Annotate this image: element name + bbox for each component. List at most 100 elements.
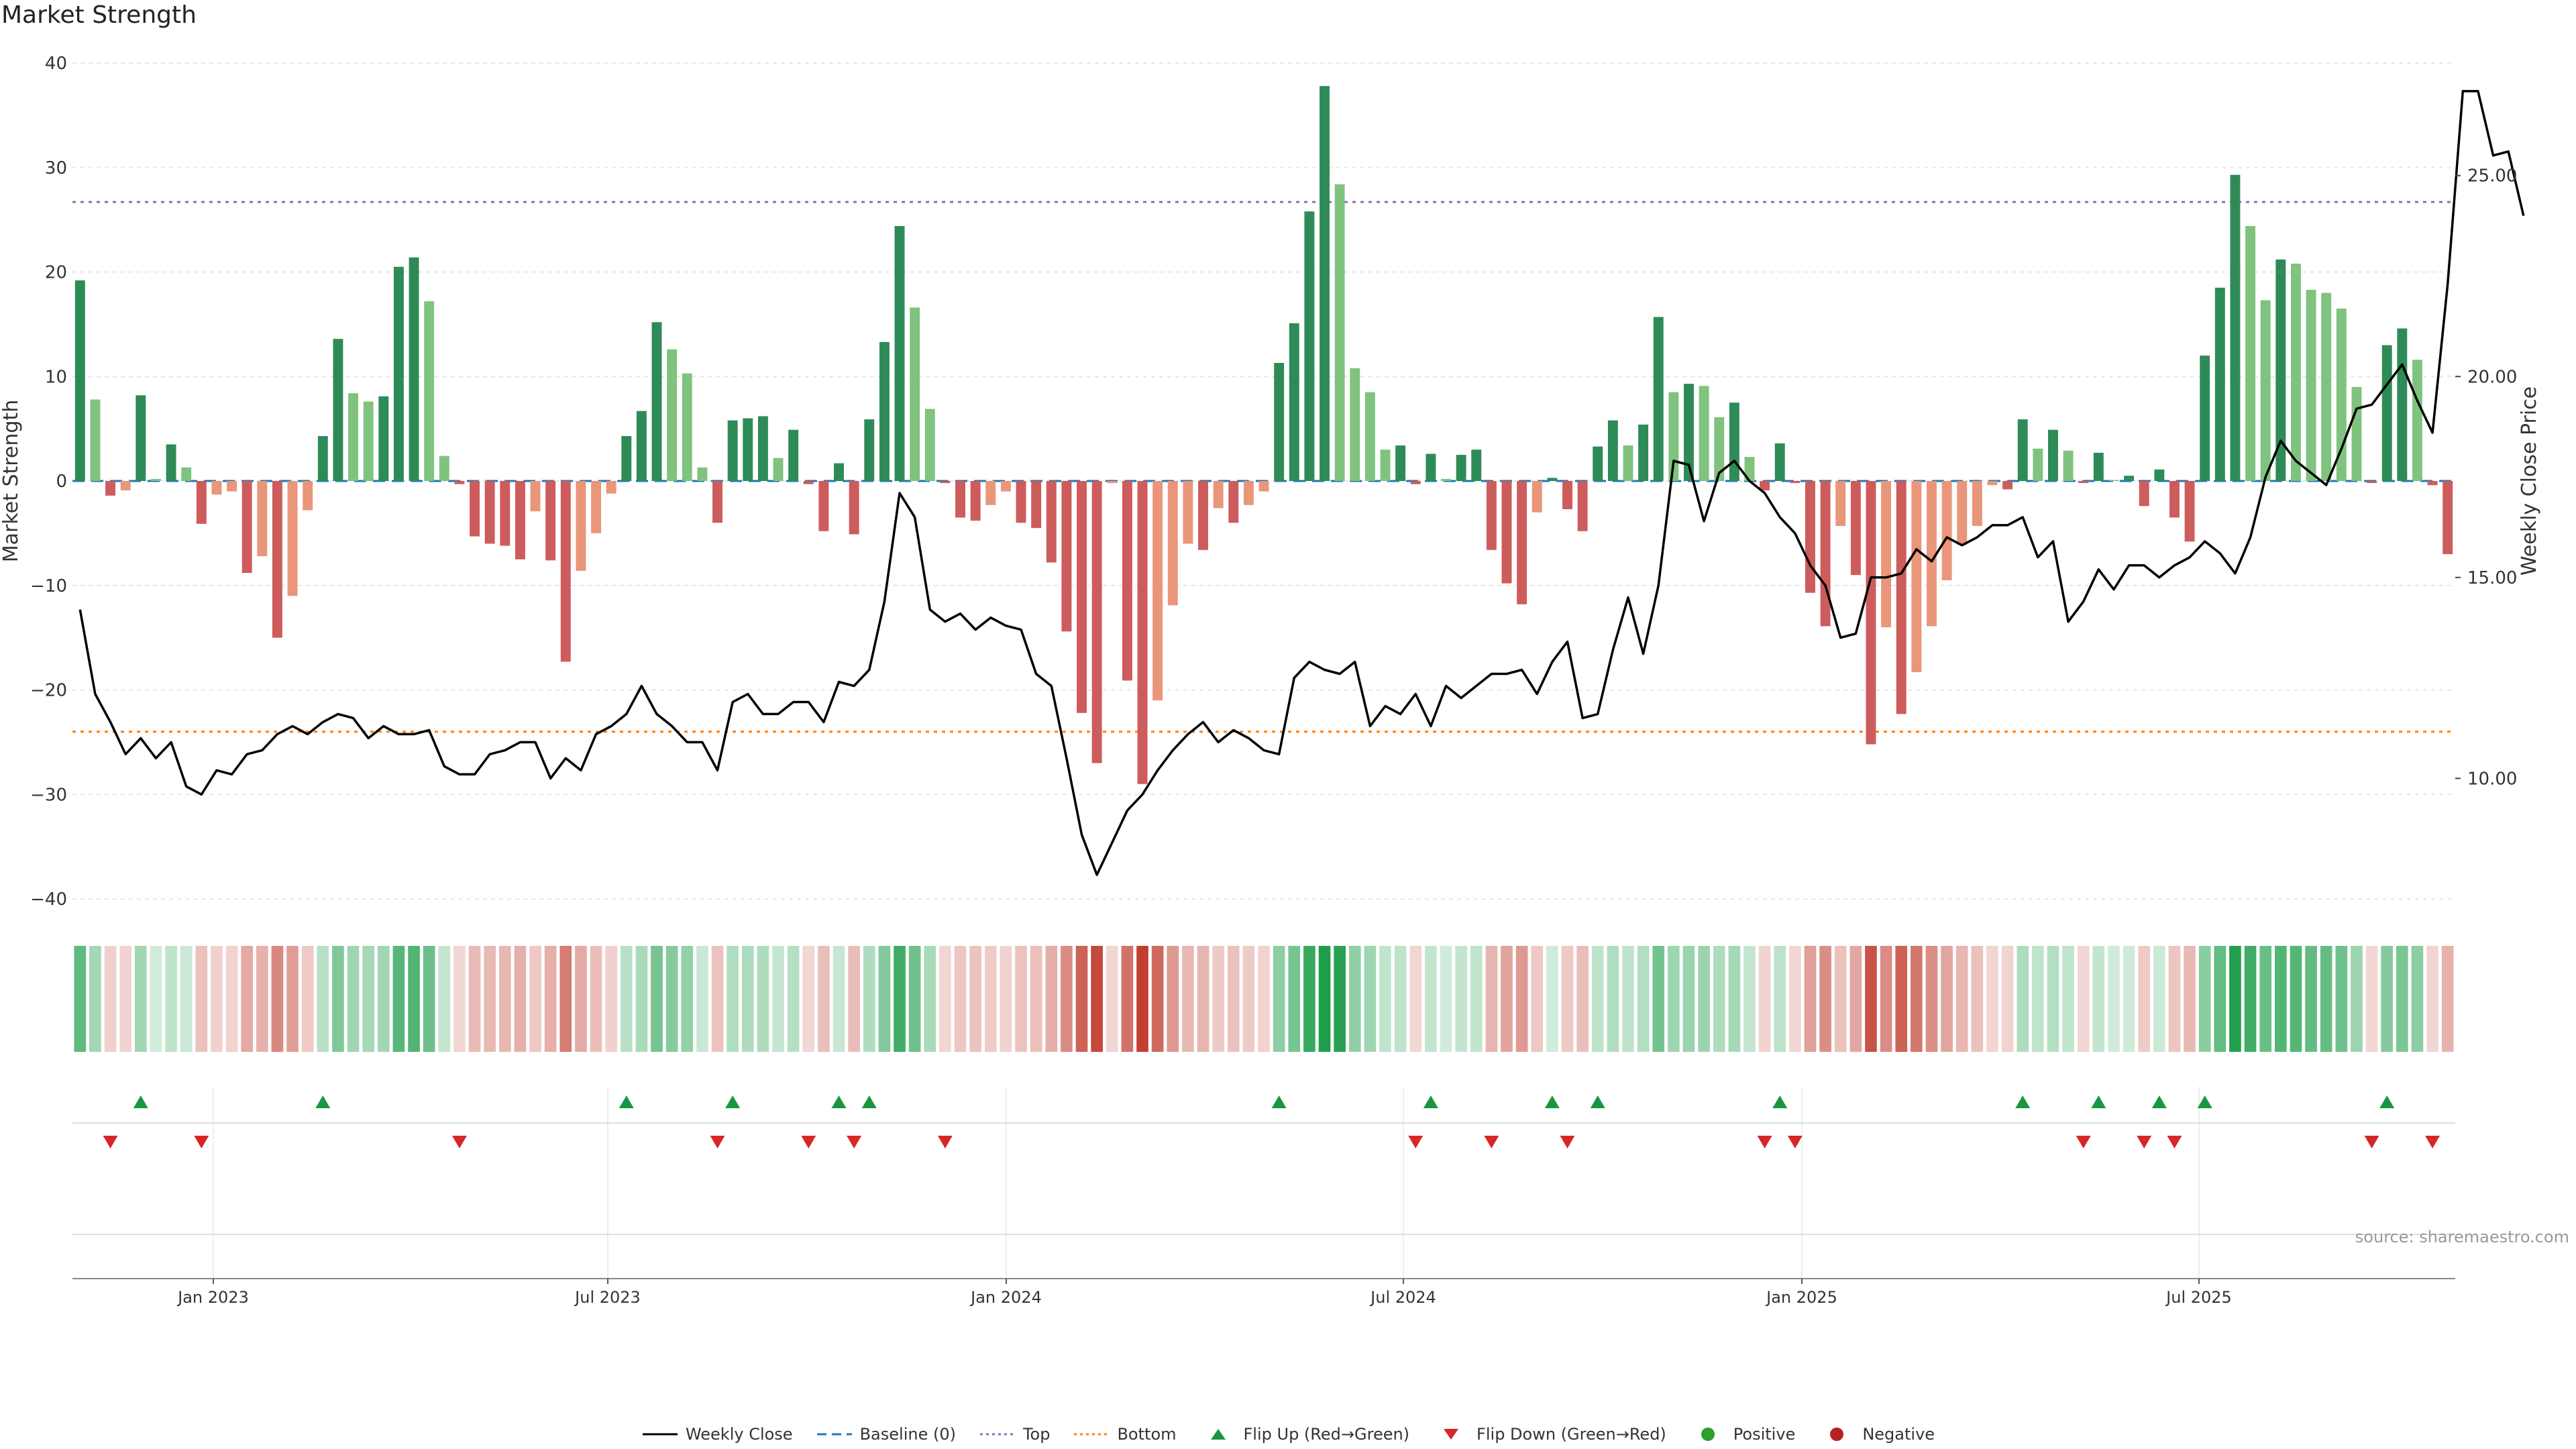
flip-down-marker [2425, 1136, 2440, 1148]
strength-cell [1227, 946, 1240, 1052]
strength-bar [1441, 478, 1451, 481]
strength-bar [2321, 292, 2332, 481]
flip-up-marker [861, 1095, 877, 1108]
strength-bar [74, 280, 85, 481]
flip-down-marker [451, 1136, 467, 1148]
strength-bar [864, 419, 875, 481]
strength-cell [1925, 946, 1938, 1052]
flip-markers [72, 1095, 2455, 1148]
strength-cell [1561, 946, 1574, 1052]
y2-tick-label: 25.00 [2467, 166, 2517, 186]
strength-cell [1622, 946, 1634, 1052]
strength-bar [1547, 478, 1558, 481]
strength-bar [484, 481, 495, 544]
strength-heat-strip [74, 946, 2454, 1052]
strength-bar [2063, 450, 2074, 481]
strength-cell [1955, 946, 1968, 1052]
strength-bar [1926, 481, 1937, 627]
strength-bar [2108, 480, 2119, 481]
strength-cell [2426, 946, 2438, 1052]
strength-bar [1562, 481, 1572, 510]
strength-bar [803, 481, 814, 484]
strength-cell [392, 946, 405, 1052]
x-tick-label: Jul 2025 [2165, 1288, 2232, 1307]
strength-cell [984, 946, 997, 1052]
strength-bar [105, 481, 116, 496]
legend-top-icon [979, 1426, 1016, 1442]
strength-cell [620, 946, 633, 1052]
strength-cell [2305, 946, 2317, 1052]
strength-cell [1348, 946, 1361, 1052]
strength-bar [2214, 287, 2225, 481]
strength-cell [1470, 946, 1483, 1052]
strength-cell [1911, 946, 1923, 1052]
strength-bar [1320, 86, 1330, 481]
flip-up-marker [1544, 1095, 1560, 1108]
strength-bar [1091, 481, 1102, 763]
strength-bar [1744, 457, 1755, 481]
legend-item-flip-up: Flip Up (Red→Green) [1199, 1425, 1409, 1444]
strength-bar [2397, 328, 2408, 481]
legend-negative-icon [1818, 1426, 1856, 1442]
strength-bar [136, 395, 146, 481]
strength-bar [849, 481, 859, 535]
strength-bar [818, 481, 829, 531]
strength-cell [180, 946, 193, 1052]
strength-cell [2214, 946, 2226, 1052]
strength-bar [621, 436, 632, 481]
strength-cell [1485, 946, 1498, 1052]
strength-bar [910, 307, 920, 481]
strength-cell [894, 946, 906, 1052]
strength-cell [2062, 946, 2074, 1052]
strength-bar [667, 349, 678, 481]
strength-bar [2336, 309, 2347, 481]
chart-title: Market Strength [1, 1, 197, 29]
legend-baseline-icon [816, 1426, 853, 1442]
strength-cell [438, 946, 451, 1052]
strength-bar [1866, 481, 1876, 745]
strength-bar [1152, 481, 1163, 701]
strength-bar [1243, 481, 1254, 505]
strength-cell [1941, 946, 1953, 1052]
strength-bar [1456, 455, 1466, 481]
strength-cell [544, 946, 557, 1052]
strength-bar [227, 481, 237, 492]
strength-bar [2200, 356, 2210, 481]
legend-flip-down-icon [1432, 1426, 1470, 1442]
strength-cell [1288, 946, 1301, 1052]
legend-bottom-icon [1073, 1426, 1110, 1442]
strength-cell [1091, 946, 1103, 1052]
strength-bar [1805, 481, 1815, 593]
strength-bar [150, 478, 161, 481]
strength-bar [1593, 446, 1603, 481]
strength-bar [2381, 345, 2392, 481]
strength-cell [1000, 946, 1012, 1052]
strength-bar [515, 481, 525, 559]
strength-bar [1653, 317, 1664, 481]
legend-flip-up-icon [1199, 1426, 1237, 1442]
strength-cell [2032, 946, 2044, 1052]
strength-bar [591, 481, 602, 533]
strength-bar [317, 436, 328, 481]
strength-cell [1121, 946, 1134, 1052]
strength-cell [2365, 946, 2378, 1052]
strength-cell [727, 946, 739, 1052]
legend-label: Top [1022, 1425, 1051, 1444]
strength-bar [120, 481, 131, 491]
strength-bar [303, 481, 313, 511]
strength-cell [2198, 946, 2211, 1052]
strength-bar [348, 393, 359, 481]
strength-bar [530, 481, 541, 512]
strength-cell [423, 946, 435, 1052]
strength-cell [924, 946, 936, 1052]
strength-cell [1865, 946, 1877, 1052]
strength-bars [74, 86, 2453, 784]
strength-bar [1167, 481, 1178, 606]
strength-bar [2017, 419, 2028, 481]
strength-cell [1182, 946, 1194, 1052]
flip-up-marker [725, 1095, 741, 1108]
flip-up-marker [1271, 1095, 1287, 1108]
strength-bar [2260, 300, 2271, 481]
strength-cell [1668, 946, 1680, 1052]
legend-label: Positive [1733, 1425, 1796, 1444]
